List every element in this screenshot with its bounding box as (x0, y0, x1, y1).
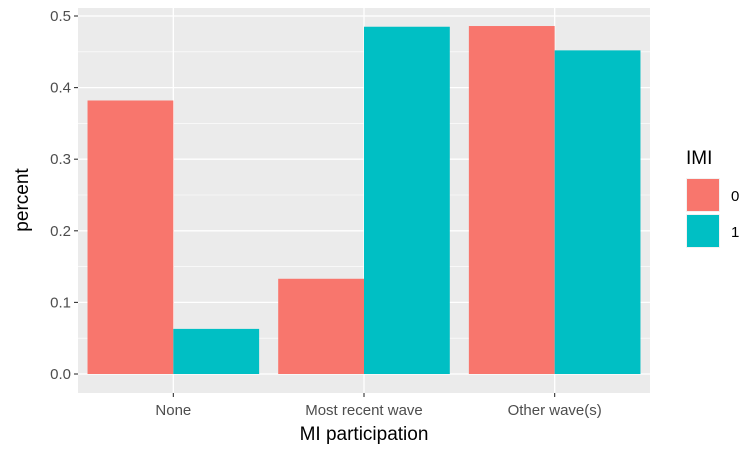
legend-swatch-0 (687, 179, 719, 211)
bar-0-0 (87, 100, 174, 374)
x-tick-label: Other wave(s) (508, 402, 602, 419)
y-axis-title: percent (12, 168, 33, 232)
y-tick-label: 0.1 (50, 294, 71, 311)
bars (87, 26, 641, 375)
bar-0-2 (468, 26, 555, 375)
y-tick-label: 0.0 (50, 366, 71, 383)
bar-1-0 (173, 328, 260, 374)
y-axis: 0.0 0.1 0.2 0.3 0.4 0.5 (50, 8, 78, 383)
legend-title: IMI (686, 148, 712, 169)
x-tick-label: Most recent wave (305, 402, 423, 419)
bar-1-1 (364, 26, 450, 375)
x-axis: None Most recent wave Other wave(s) (155, 393, 602, 419)
legend-label-1: 1 (731, 224, 739, 241)
bar-1-2 (554, 50, 641, 374)
y-tick-label: 0.4 (50, 80, 71, 97)
legend: IMI 0 1 (686, 148, 739, 248)
bar-0-1 (278, 278, 364, 374)
y-tick-label: 0.5 (50, 8, 71, 25)
y-tick-label: 0.2 (50, 223, 71, 240)
x-tick-label: None (155, 402, 191, 419)
x-axis-title: MI participation (300, 424, 429, 445)
y-tick-label: 0.3 (50, 151, 71, 168)
legend-swatch-1 (687, 215, 719, 247)
legend-label-0: 0 (731, 188, 739, 205)
